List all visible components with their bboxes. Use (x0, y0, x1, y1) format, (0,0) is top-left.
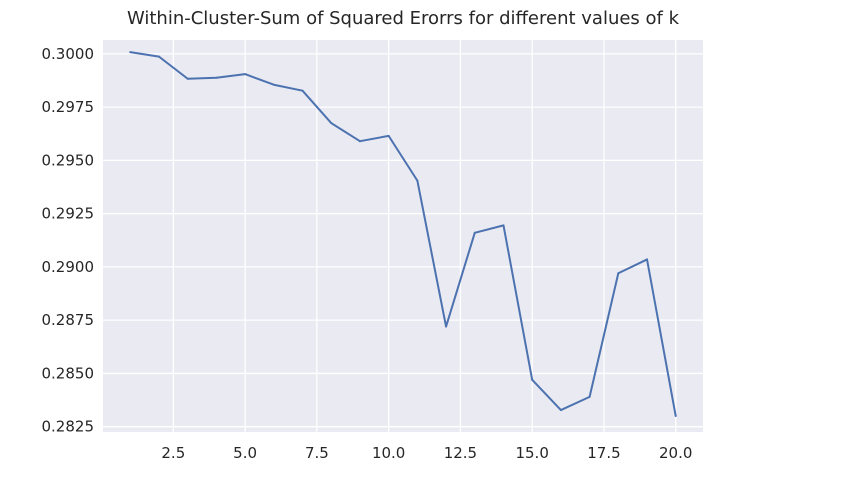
data-point (502, 224, 505, 227)
x-tick-label: 15.0 (515, 444, 548, 462)
data-point (588, 395, 591, 398)
y-tick-label: 0.2850 (42, 364, 95, 382)
x-tick-label: 10.0 (372, 444, 405, 462)
data-point (387, 134, 390, 137)
x-tick-label: 12.5 (444, 444, 477, 462)
series-layer (129, 51, 677, 418)
x-tick-label: 5.0 (233, 444, 257, 462)
data-point (646, 258, 649, 261)
data-point (358, 140, 361, 143)
data-point (129, 51, 132, 54)
x-tick-label: 20.0 (659, 444, 692, 462)
plot-background (103, 40, 703, 432)
data-point (244, 73, 247, 76)
x-axis-ticks: 2.5 5.0 7.5 10.0 12.5 15.0 17.5 20.0 (161, 444, 692, 462)
y-tick-label: 0.2900 (42, 258, 95, 276)
y-tick-label: 0.2925 (42, 205, 95, 223)
x-tick-label: 7.5 (305, 444, 329, 462)
data-point (473, 231, 476, 234)
data-point (186, 77, 189, 80)
data-point (445, 325, 448, 328)
grid-lines (103, 40, 703, 432)
y-axis-ticks: 0.2825 0.2850 0.2875 0.2900 0.2925 0.2950 0.29… (42, 45, 95, 436)
data-point (674, 415, 677, 418)
data-point (559, 409, 562, 412)
y-tick-label: 0.2825 (42, 418, 95, 436)
data-point (330, 122, 333, 125)
series-line (130, 51, 677, 417)
y-tick-label: 0.2950 (42, 151, 95, 169)
data-point (617, 272, 620, 275)
y-tick-label: 0.2875 (42, 311, 95, 329)
data-point (215, 76, 218, 79)
x-tick-label: 2.5 (161, 444, 185, 462)
data-point (157, 55, 160, 58)
data-point (301, 89, 304, 92)
data-point (416, 179, 419, 182)
data-point (531, 378, 534, 381)
x-tick-label: 17.5 (587, 444, 620, 462)
data-point (272, 83, 275, 86)
y-tick-label: 0.3000 (42, 45, 95, 63)
y-tick-label: 0.2975 (42, 98, 95, 116)
chart-title: Within-Cluster-Sum of Squared Erorrs for… (126, 8, 680, 29)
